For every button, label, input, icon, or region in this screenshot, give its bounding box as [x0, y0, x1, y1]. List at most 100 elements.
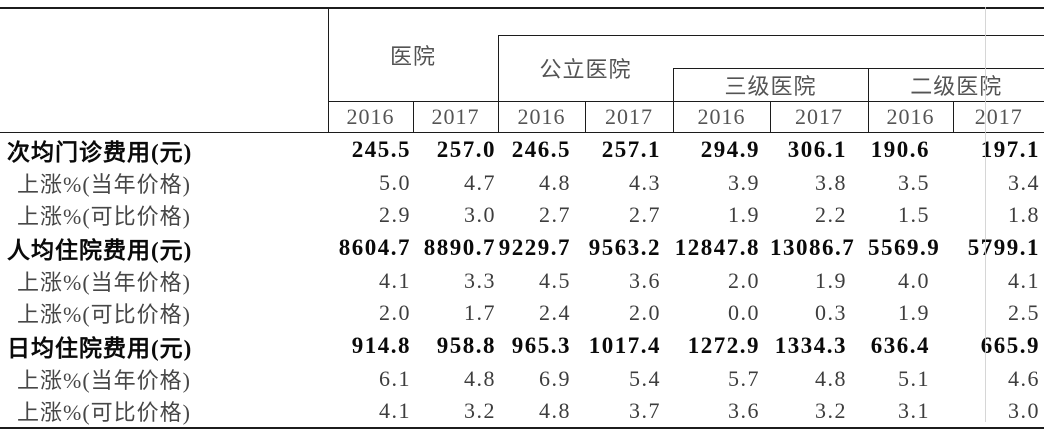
- value-cell: 1017.4: [588, 332, 662, 358]
- value-cell: 9563.2: [588, 234, 662, 260]
- value-cell: 257.1: [601, 136, 662, 162]
- year-header: 2017: [769, 100, 869, 133]
- value-cell: 1.9: [728, 201, 761, 227]
- value-cell: 3.0: [464, 201, 497, 227]
- value-cell: 1.9: [898, 299, 931, 325]
- value-cell: 2.0: [379, 299, 411, 325]
- hospital-cost-table-screenshot: 医院 公立医院 三级医院 二级医院 2016 2017 2016 2017 20…: [0, 7, 1044, 429]
- value-cell: 4.7: [464, 169, 497, 195]
- value-cell: 914.8: [351, 332, 411, 358]
- value-cell: 6.9: [539, 365, 572, 391]
- value-cell: 8890.7: [423, 234, 497, 260]
- value-cell: 965.3: [511, 332, 572, 358]
- value-cell: 197.1: [980, 136, 1041, 162]
- year-header: 2017: [584, 100, 674, 133]
- row-label: 人均住院费用(元): [7, 237, 193, 263]
- year-header: 2016: [327, 100, 413, 133]
- gridline-artifact: [985, 7, 986, 422]
- year-header: 2017: [412, 100, 499, 133]
- value-cell: 4.8: [539, 169, 572, 195]
- value-cell: 1.8: [1008, 201, 1041, 227]
- value-cell: 3.3: [464, 267, 497, 293]
- col-group-hospital: 医院: [327, 7, 499, 101]
- value-cell: 2.0: [629, 299, 662, 325]
- value-cell: 0.0: [728, 299, 761, 325]
- value-cell: 257.0: [436, 136, 497, 162]
- value-cell: 3.8: [815, 169, 848, 195]
- row-label: 上涨%(当年价格): [17, 171, 191, 197]
- table-row: 上涨%(当年价格) 4.1 3.3 4.5 3.6 2.0 1.9 4.0 4.1: [0, 265, 1044, 297]
- value-cell: 3.4: [1008, 169, 1041, 195]
- value-cell: 4.1: [379, 267, 411, 293]
- value-cell: 5.1: [898, 365, 931, 391]
- value-cell: 246.5: [511, 136, 572, 162]
- value-cell: 3.0: [953, 394, 1044, 429]
- value-cell: 2.2: [815, 201, 848, 227]
- table-row: 人均住院费用(元) 8604.7 8890.7 9229.7 9563.2 12847.8…: [0, 231, 1044, 265]
- table-row: 次均门诊费用(元) 245.5 257.0 246.5 257.1 294.9 306.1 1…: [0, 132, 1044, 167]
- table-row: 上涨%(可比价格) 4.1 3.2 4.8 3.7 3.6 3.2 3.1 3.0: [0, 394, 1044, 429]
- value-cell: 4.3: [629, 169, 662, 195]
- table-row: 上涨%(当年价格) 6.1 4.8 6.9 5.4 5.7 4.8 5.1 4.6: [0, 363, 1044, 395]
- value-cell: 4.6: [1008, 365, 1041, 391]
- corner-cell: [0, 7, 328, 133]
- value-cell: 2.0: [728, 267, 761, 293]
- table-row: 上涨%(可比价格) 2.9 3.0 2.7 2.7 1.9 2.2 1.5 1.8: [0, 199, 1044, 231]
- value-cell: 9229.7: [498, 234, 572, 260]
- value-cell: 2.7: [629, 201, 662, 227]
- value-cell: 5799.1: [967, 234, 1041, 260]
- value-cell: 2.4: [539, 299, 572, 325]
- row-label: 次均门诊费用(元): [7, 139, 193, 165]
- value-cell: 5.4: [629, 365, 662, 391]
- value-cell: 1.5: [898, 201, 931, 227]
- value-cell: 0.3: [815, 299, 848, 325]
- value-cell: 2.7: [539, 201, 572, 227]
- value-cell: 12847.8: [674, 234, 761, 260]
- value-cell: 245.5: [351, 136, 411, 162]
- value-cell: 3.9: [728, 169, 761, 195]
- row-label: 上涨%(当年价格): [17, 269, 191, 295]
- value-cell: 1.7: [464, 299, 497, 325]
- value-cell: 3.2: [770, 394, 869, 429]
- value-cell: 8604.7: [338, 234, 411, 260]
- value-cell: 1272.9: [687, 332, 761, 358]
- col-group-secondary-hospital: 二级医院: [867, 68, 1044, 101]
- value-cell: 5.0: [379, 169, 411, 195]
- value-cell: 4.8: [498, 394, 586, 429]
- value-cell: 190.6: [870, 136, 931, 162]
- table-body: 次均门诊费用(元) 245.5 257.0 246.5 257.1 294.9 306.1 1…: [0, 132, 1044, 429]
- value-cell: 4.1: [328, 394, 413, 429]
- value-cell: 3.7: [585, 394, 674, 429]
- table-row: 日均住院费用(元) 914.8 958.8 965.3 1017.4 1272.9 1334…: [0, 329, 1044, 363]
- year-header: 2017: [952, 100, 1044, 133]
- value-cell: 4.8: [815, 365, 848, 391]
- value-cell: 2.5: [1008, 299, 1041, 325]
- value-cell: 2.9: [379, 201, 411, 227]
- value-cell: 5.7: [728, 365, 761, 391]
- row-label: 日均住院费用(元): [7, 335, 193, 361]
- table-row: 上涨%(当年价格) 5.0 4.7 4.8 4.3 3.9 3.8 3.5 3.4: [0, 167, 1044, 199]
- value-cell: 3.6: [629, 267, 662, 293]
- hospital-cost-table: 医院 公立医院 三级医院 二级医院 2016 2017 2016 2017 20…: [0, 7, 1044, 429]
- value-cell: 1334.3: [774, 332, 848, 358]
- value-cell: 3.6: [673, 394, 771, 429]
- row-label: 上涨%(可比价格): [17, 203, 191, 229]
- value-cell: 6.1: [379, 365, 411, 391]
- year-header: 2016: [867, 100, 954, 133]
- value-cell: 5569.9: [868, 234, 941, 260]
- row-label: 上涨%(当年价格): [17, 367, 191, 393]
- value-cell: 4.0: [898, 267, 931, 293]
- header-spacer-public: [498, 7, 1044, 36]
- value-cell: 294.9: [700, 136, 761, 162]
- value-cell: 1.9: [815, 267, 848, 293]
- year-header: 2016: [672, 100, 771, 133]
- value-cell: 3.1: [868, 394, 954, 429]
- table-row: 上涨%(可比价格) 2.0 1.7 2.4 2.0 0.0 0.3 1.9 2.5: [0, 297, 1044, 329]
- year-header: 2016: [497, 100, 586, 133]
- value-cell: 13086.7: [770, 234, 856, 260]
- col-group-tertiary-hospital: 三级医院: [672, 68, 869, 101]
- value-cell: 665.9: [980, 332, 1041, 358]
- value-cell: 3.2: [413, 394, 499, 429]
- value-cell: 4.1: [1008, 267, 1041, 293]
- value-cell: 4.5: [539, 267, 572, 293]
